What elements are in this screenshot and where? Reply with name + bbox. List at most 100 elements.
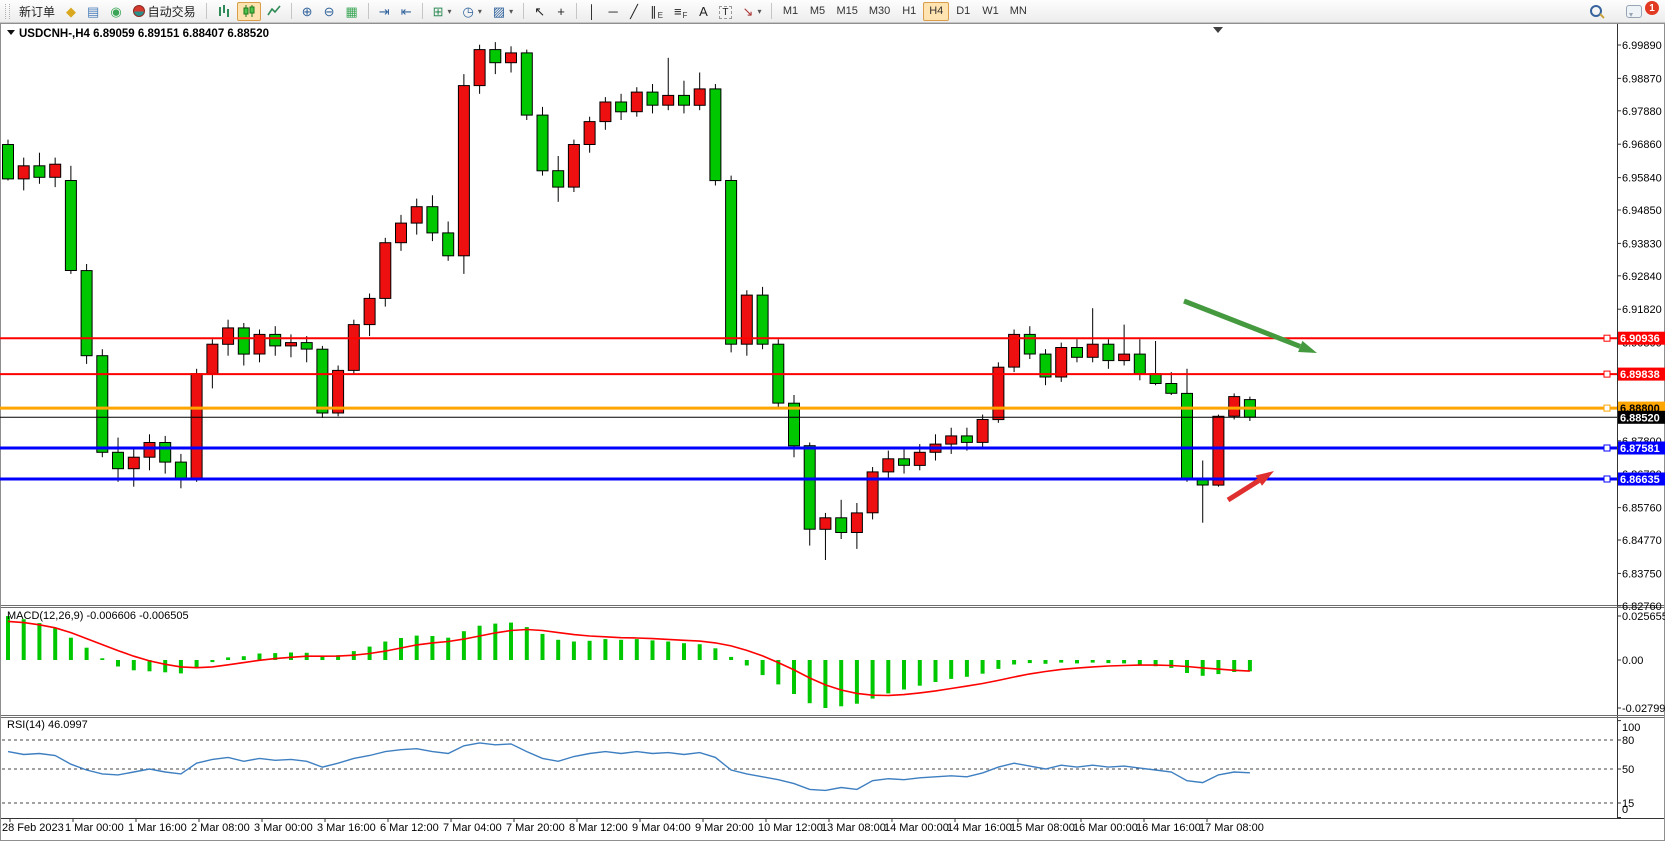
toolbar-separator: [771, 3, 773, 19]
timeframe-button-m5[interactable]: M5: [804, 2, 830, 21]
timeframe-button-m30[interactable]: M30: [864, 2, 895, 21]
candle: [143, 442, 156, 458]
candle: [64, 180, 77, 271]
macd-histogram-bar: [37, 623, 42, 660]
autotrading-button[interactable]: 自动交易: [128, 2, 201, 21]
timeframe-button-mn[interactable]: MN: [1005, 2, 1032, 21]
bar-chart-icon-button[interactable]: [212, 2, 236, 21]
chart-shift-icon-button[interactable]: ⇤: [396, 2, 417, 21]
macd-histogram-bar: [1232, 660, 1237, 672]
candlestick-chart-icon: [243, 5, 255, 17]
candle: [630, 91, 643, 113]
price-tick-label: 6.92840: [1622, 271, 1662, 283]
hline-handle[interactable]: [1603, 475, 1611, 483]
candle: [1149, 373, 1162, 385]
templates-icon-button[interactable]: ▨ ▾: [488, 2, 518, 21]
candle: [976, 419, 989, 443]
tile-windows-icon-button[interactable]: ▦: [340, 2, 362, 21]
horizontal-line-icon-button[interactable]: ─: [603, 2, 623, 21]
text-label-icon: T: [719, 4, 732, 19]
candle: [740, 294, 753, 345]
auto-scroll-icon-button[interactable]: ⇥: [374, 2, 395, 21]
time-tick-label: 16 Mar 00:00: [1073, 822, 1138, 834]
chart-shift-marker[interactable]: [1213, 27, 1223, 33]
rsi-tick-label: 80: [1622, 735, 1634, 747]
macd-histogram-bar: [603, 639, 608, 660]
svg-text:6.86635: 6.86635: [1620, 474, 1660, 486]
timeframe-button-h1[interactable]: H1: [896, 2, 922, 21]
timeframe-button-d1[interactable]: D1: [950, 2, 976, 21]
zoom-in-icon-button[interactable]: ⊕: [297, 2, 318, 21]
candle: [426, 206, 439, 234]
macd-axis[interactable]: 0.025655 0.00 -0.027995: [1617, 611, 1665, 715]
candle: [159, 442, 172, 463]
line-chart-icon-button[interactable]: [262, 2, 286, 21]
equidistant-channel-icon-button[interactable]: ∥ E: [645, 2, 668, 21]
timeframe-button-h4[interactable]: H4: [923, 1, 950, 21]
macd-histogram-bar: [320, 656, 325, 660]
templates-icon: ▨: [492, 3, 506, 19]
fibonacci-icon-button[interactable]: ≡ F: [669, 2, 692, 21]
candlestick-chart-icon-button[interactable]: [236, 1, 261, 21]
timeframe-button-m1[interactable]: M1: [777, 2, 803, 21]
candle: [725, 180, 738, 345]
timeframe-button-m15[interactable]: M15: [831, 2, 862, 21]
macd-histogram-bar: [1090, 660, 1095, 663]
add-indicator-icon-button[interactable]: ⊞ ▾: [428, 2, 457, 21]
arrows-icon-button[interactable]: ↘ ▾: [738, 2, 767, 21]
search-button[interactable]: [1585, 2, 1607, 21]
candle: [866, 471, 879, 514]
candle: [756, 294, 769, 345]
macd-histogram-bar: [68, 637, 73, 660]
hline-handle[interactable]: [1603, 334, 1611, 342]
macd-histogram-bar: [194, 660, 199, 668]
add-indicator-icon: ⊞: [432, 3, 444, 19]
timeframe-button-w1[interactable]: W1: [977, 2, 1004, 21]
search-icon: [1590, 5, 1602, 17]
rsi-label: RSI(14) 46.0997: [7, 719, 88, 731]
candle: [567, 144, 580, 188]
zoom-out-icon-button[interactable]: ⊖: [319, 2, 340, 21]
vertical-line-icon-button[interactable]: │: [582, 2, 602, 21]
red-signal-arrow[interactable]: [1226, 471, 1274, 503]
crosshair-icon-button[interactable]: +: [551, 2, 571, 21]
price-tick-label: 6.96860: [1622, 139, 1662, 151]
signal-icon-button[interactable]: ◉: [105, 2, 126, 21]
horizontal-lines[interactable]: 6.909366.898386.888006.885206.875816.866…: [0, 331, 1665, 486]
time-tick-label: 16 Mar 16:00: [1136, 822, 1201, 834]
hline-handle[interactable]: [1603, 404, 1611, 412]
time-tick-label: 3 Mar 00:00: [254, 822, 313, 834]
green-trend-arrow[interactable]: [1183, 298, 1317, 353]
notification-badge[interactable]: 1: [1645, 1, 1659, 15]
macd-histogram-bar: [854, 660, 859, 704]
data-window-icon-button[interactable]: ▤: [82, 2, 104, 21]
title-dropdown-icon[interactable]: [7, 30, 15, 35]
periods-icon-button[interactable]: ◷ ▾: [458, 2, 487, 21]
time-tick-label: 14 Mar 00:00: [884, 822, 949, 834]
macd-histogram-bar: [116, 660, 120, 667]
macd-histogram-bar: [556, 639, 561, 660]
time-axis[interactable]: 28 Feb 2023 1 Mar 00:00 1 Mar 16:00 2 Mar 0…: [2, 818, 1264, 834]
text-icon-button[interactable]: A: [693, 2, 713, 21]
toolbar-grip[interactable]: [5, 3, 10, 19]
trendline-icon-button[interactable]: ╱: [624, 2, 644, 21]
time-tick-label: 14 Mar 16:00: [947, 822, 1012, 834]
macd-histogram-bar: [493, 623, 498, 660]
hline-handle[interactable]: [1603, 444, 1611, 452]
zoom-in-icon: ⊕: [301, 3, 313, 19]
hline-handle[interactable]: [1603, 370, 1611, 378]
notifications-button[interactable]: [1621, 2, 1647, 21]
macd-histogram-bar: [886, 660, 891, 694]
macd-histogram-bar: [100, 658, 105, 660]
rsi-tick-label: 50: [1622, 764, 1634, 776]
candle: [473, 49, 486, 87]
macd-signal-line: [7, 620, 1250, 697]
text-label-icon-button[interactable]: T: [714, 2, 736, 21]
market-icon-button[interactable]: ◆: [61, 2, 81, 21]
new-order-button[interactable]: 新订单: [14, 2, 60, 21]
macd-histogram-bar: [1247, 660, 1252, 672]
cursor-icon-button[interactable]: ↖: [529, 2, 550, 21]
toolbar-right-group: [1585, 2, 1663, 21]
